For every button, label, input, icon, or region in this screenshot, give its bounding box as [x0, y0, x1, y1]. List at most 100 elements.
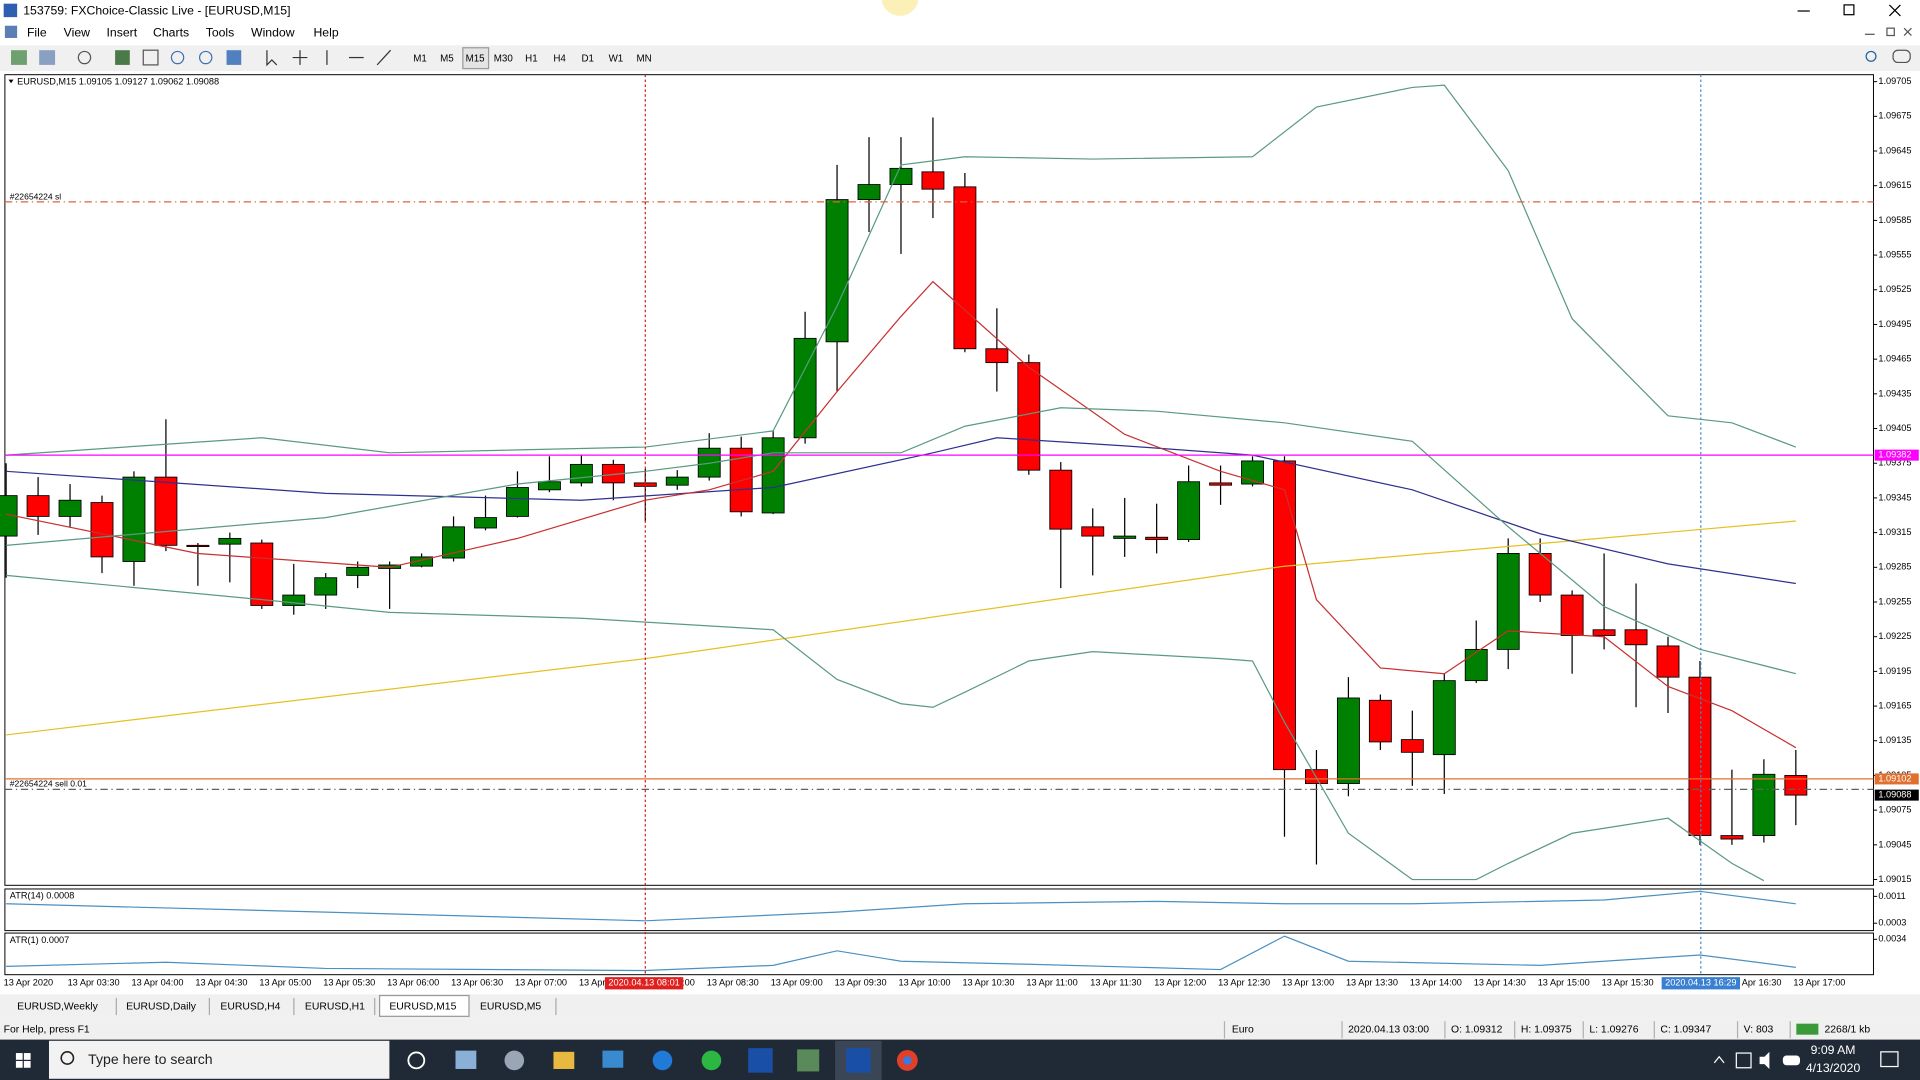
tool-icon[interactable]	[11, 50, 27, 65]
menu: File View Insert Charts Tools Window Hel…	[27, 25, 339, 39]
timeframe-button[interactable]: D1	[581, 53, 594, 64]
menu-item[interactable]: Insert	[107, 25, 138, 39]
menu-bar	[0, 20, 1920, 45]
menu-item[interactable]: Tools	[206, 25, 235, 39]
start-button[interactable]	[15, 1053, 31, 1068]
taskbar-app[interactable]	[748, 1048, 773, 1073]
level-axis-bg	[1874, 773, 1919, 785]
task-view[interactable]	[407, 1051, 426, 1070]
taskbar-app[interactable]	[553, 1051, 575, 1069]
timeframe-button[interactable]: M1	[413, 53, 427, 64]
candle-body	[282, 594, 306, 606]
timeframe-button[interactable]: MN	[636, 53, 651, 64]
y-tick-label: 1.09165	[1878, 700, 1911, 710]
tray-icon[interactable]	[1759, 1051, 1770, 1069]
taskbar-app[interactable]	[797, 1049, 820, 1072]
chart-tab[interactable]: EURUSD,H1	[305, 1001, 365, 1012]
timeframe-button[interactable]: M5	[440, 53, 454, 64]
menu-item[interactable]: Help	[313, 25, 338, 39]
search-box[interactable]	[48, 1040, 390, 1079]
candle-body	[90, 502, 114, 558]
x-tick-label: 13 Apr 05:30	[323, 978, 375, 988]
x-tick-label: 13 Apr 14:00	[1410, 978, 1462, 988]
panel-title: ATR(14) 0.0008	[10, 891, 75, 901]
menu-item[interactable]: View	[64, 25, 90, 39]
active-timeframe	[462, 47, 490, 70]
tool-icon[interactable]	[39, 50, 56, 65]
candle-body	[474, 517, 497, 529]
menu-item[interactable]: Window	[251, 25, 295, 39]
y-tick-label: 1.09225	[1878, 631, 1911, 641]
x-tick-label: 13 Apr 10:00	[899, 978, 951, 988]
candle-body	[953, 186, 977, 350]
child-close[interactable]	[1903, 27, 1912, 36]
tool-icon[interactable]	[292, 50, 308, 65]
taskbar-app[interactable]	[846, 1048, 871, 1073]
tool-icon[interactable]	[376, 49, 392, 66]
timeframe-button[interactable]: W1	[609, 53, 624, 64]
taskbar-app[interactable]	[701, 1050, 722, 1071]
connection-icon	[1796, 1023, 1819, 1035]
indicator-line	[6, 935, 1796, 972]
candle-body	[921, 171, 945, 190]
timeframe-button[interactable]: M15	[466, 53, 486, 64]
tool-icon[interactable]	[142, 49, 159, 66]
x-tick-label: 13 Apr 17:00	[1793, 978, 1845, 988]
tray-expand[interactable]	[1713, 1055, 1725, 1064]
charts: 1.09705 1.09675 1.09645 1.09615 1.09585 1.095…	[0, 76, 1919, 988]
y-tick-label: 1.09705	[1878, 76, 1911, 86]
menu-item[interactable]: File	[27, 25, 47, 39]
chart-tab[interactable]: EURUSD,M5	[480, 1001, 541, 1012]
y-tick-label: 1.09525	[1878, 284, 1911, 294]
taskbar-app[interactable]	[504, 1050, 525, 1071]
chat-icon[interactable]	[1892, 49, 1911, 64]
search-icon[interactable]	[1865, 50, 1877, 62]
chart-tab[interactable]: EURUSD,H4	[220, 1001, 280, 1012]
title-arrow	[8, 79, 14, 84]
timeframe-button[interactable]: H1	[525, 53, 538, 64]
status-time: 2020.04.13 03:00	[1348, 1025, 1429, 1036]
tool-icon[interactable]	[226, 50, 242, 65]
x-tick-label: 13 Apr 06:00	[387, 978, 439, 988]
close-button[interactable]	[1888, 4, 1901, 17]
candle-body	[857, 184, 881, 201]
menu-item[interactable]: Charts	[153, 25, 189, 39]
timeframe-button[interactable]: M30	[494, 53, 514, 64]
candle-body	[58, 499, 82, 517]
tool-icon[interactable]	[77, 50, 92, 65]
taskbar-app[interactable]	[602, 1050, 624, 1068]
chart-tab[interactable]: EURUSD,M15	[389, 1001, 456, 1012]
taskbar-app-center	[903, 1056, 912, 1065]
chart-tab[interactable]: EURUSD,Weekly	[17, 1001, 98, 1012]
child-restore[interactable]	[1886, 27, 1895, 37]
restore-button[interactable]	[1843, 4, 1855, 16]
x-tick-label: 13 Apr 13:30	[1346, 978, 1398, 988]
indicator-line	[6, 437, 1796, 585]
x-tick-label: 13 Apr 11:30	[1090, 978, 1141, 988]
doc-icon	[4, 25, 18, 38]
chart-tab[interactable]: EURUSD,Daily	[126, 1001, 197, 1012]
x-tick-label: 13 Apr 12:30	[1218, 978, 1270, 988]
tray-icon[interactable]	[1782, 1055, 1800, 1066]
notification-icon[interactable]	[1880, 1051, 1899, 1068]
indicator-line	[6, 890, 1796, 922]
tool-icon[interactable]	[266, 50, 278, 67]
tool-icon[interactable]	[198, 50, 213, 65]
status-close: C: 1.09347	[1660, 1025, 1711, 1036]
taskbar-app[interactable]	[455, 1050, 477, 1069]
y-tick-label: 1.09435	[1878, 388, 1911, 398]
x-tick-label: 13 Apr 09:30	[835, 978, 887, 988]
candle-body	[1624, 629, 1648, 646]
indicator-line	[6, 574, 1765, 882]
taskbar-app[interactable]	[652, 1050, 673, 1071]
status-fields: For Help, press F1 Euro 2020.04.13 03:00…	[4, 1025, 1871, 1036]
start-logo	[15, 1053, 23, 1060]
search-glyph	[60, 1051, 75, 1065]
candle-body	[1752, 773, 1776, 837]
x-tick-label: 13 Apr 04:30	[195, 978, 247, 988]
tool-icon[interactable]	[115, 50, 130, 65]
tab-bar	[0, 994, 1920, 1019]
timeframe-button[interactable]: H4	[553, 53, 566, 64]
tool-icon[interactable]	[170, 50, 185, 65]
tray-icon[interactable]	[1735, 1052, 1752, 1069]
